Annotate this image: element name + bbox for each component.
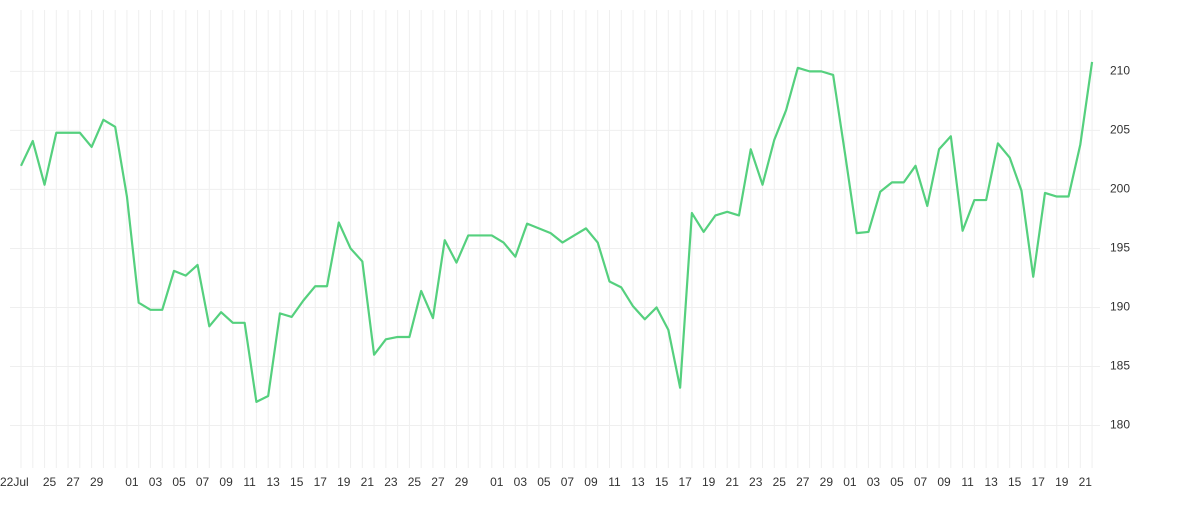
x-tick-label: 11 [243, 475, 256, 489]
x-tick-label: 03 [867, 475, 881, 489]
x-tick-label: 15 [290, 475, 304, 489]
x-tick-label: 07 [561, 475, 575, 489]
x-tick-label: 13 [266, 475, 280, 489]
x-tick-label: 21 [726, 475, 740, 489]
x-tick-label: 25 [773, 475, 787, 489]
x-tick-label: 07 [196, 475, 210, 489]
x-tick-label: 21 [1079, 475, 1093, 489]
x-tick-label: 17 [314, 475, 328, 489]
x-tick-label: 25 [408, 475, 422, 489]
y-tick-label: 200 [1110, 182, 1130, 196]
x-tick-label: 19 [702, 475, 716, 489]
x-tick-label: 09 [937, 475, 951, 489]
y-tick-label: 205 [1110, 123, 1130, 137]
x-tick-label: 13 [984, 475, 998, 489]
x-tick-label: 13 [631, 475, 645, 489]
x-tick-label: 09 [584, 475, 598, 489]
x-tick-label: 01 [125, 475, 139, 489]
y-tick-label: 190 [1110, 300, 1130, 314]
x-tick-label: 23 [749, 475, 763, 489]
x-tick-label: 29 [820, 475, 834, 489]
x-tick-label: 23 [384, 475, 398, 489]
x-tick-label: 07 [914, 475, 928, 489]
x-tick-label: 11 [608, 475, 621, 489]
x-tick-label: 01 [843, 475, 857, 489]
line-series [20, 61, 1094, 403]
x-tick-label: 17 [678, 475, 692, 489]
x-tick-label: 19 [337, 475, 351, 489]
y-tick-label: 210 [1110, 64, 1130, 78]
x-tick-label: 01 [490, 475, 504, 489]
x-tick-label: 05 [537, 475, 551, 489]
x-tick-label: 27 [66, 475, 80, 489]
x-tick-label: 03 [149, 475, 163, 489]
x-tick-label: 27 [796, 475, 810, 489]
x-tick-label: 15 [1008, 475, 1022, 489]
y-tick-label: 195 [1110, 241, 1130, 255]
x-tick-label: 21 [361, 475, 375, 489]
x-tick-label: 05 [890, 475, 904, 489]
x-tick-label: 03 [514, 475, 528, 489]
x-tick-label: 22Jul [0, 475, 29, 489]
x-tick-label: 29 [90, 475, 104, 489]
x-tick-label: 05 [172, 475, 186, 489]
x-tick-label: 11 [961, 475, 974, 489]
x-tick-label: 15 [655, 475, 669, 489]
x-tick-label: 27 [431, 475, 445, 489]
y-tick-label: 185 [1110, 359, 1130, 373]
x-tick-label: 09 [219, 475, 233, 489]
y-tick-label: 180 [1110, 418, 1130, 432]
x-tick-label: 29 [455, 475, 469, 489]
x-tick-label: 19 [1055, 475, 1069, 489]
x-tick-label: 25 [43, 475, 57, 489]
x-tick-label: 17 [1032, 475, 1046, 489]
